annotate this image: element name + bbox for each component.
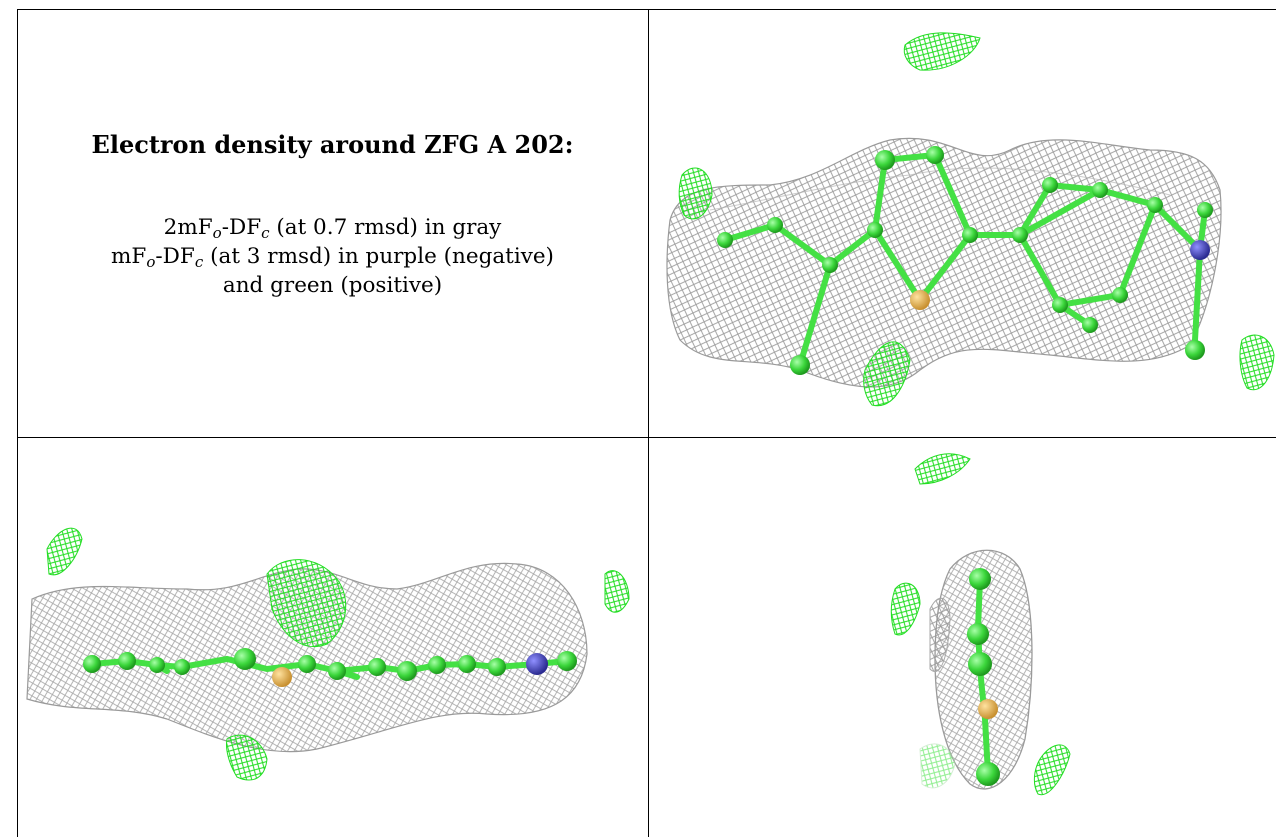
atom-spheres [83,648,577,687]
table-border-left [17,9,18,837]
caption-cell: Electron density around ZFG A 202: 2mFo-… [17,10,648,437]
green-density-blob [1033,744,1071,796]
density-view-side [17,439,648,837]
green-density-blob [604,570,630,613]
atom-spheres [717,146,1213,375]
caption-line-fofc: mFo-DFc (at 3 rmsd) in purple (negative) [111,244,554,271]
green-density-blob [890,582,921,636]
green-density-blob [903,32,981,71]
table-border-top [17,9,1276,10]
caption-line-2fofc: 2mFo-DFc (at 0.7 rmsd) in gray [163,215,502,242]
caption-body: 2mFo-DFc (at 0.7 rmsd) in gray mFo-DFc (… [17,213,648,300]
green-density-blob [1239,334,1275,391]
electron-density-mesh [26,527,630,781]
table-divider-horizontal [17,437,1276,438]
green-density-blob [678,167,713,220]
electron-density-mesh [666,32,1275,407]
green-density-blob [46,527,83,576]
caption-title: Electron density around ZFG A 202: [91,130,574,159]
density-view-end [650,439,1276,837]
density-view-top [650,10,1276,437]
green-density-blob [914,453,971,485]
green-density-blob [266,559,347,648]
caption-line-colors: and green (positive) [222,273,443,298]
green-density-blob [863,341,911,407]
faded-density-blob [919,743,956,789]
atom-spheres [967,568,1000,786]
table-divider-vertical [648,9,649,837]
electron-density-mesh [890,453,1071,796]
green-density-blob [226,734,268,781]
